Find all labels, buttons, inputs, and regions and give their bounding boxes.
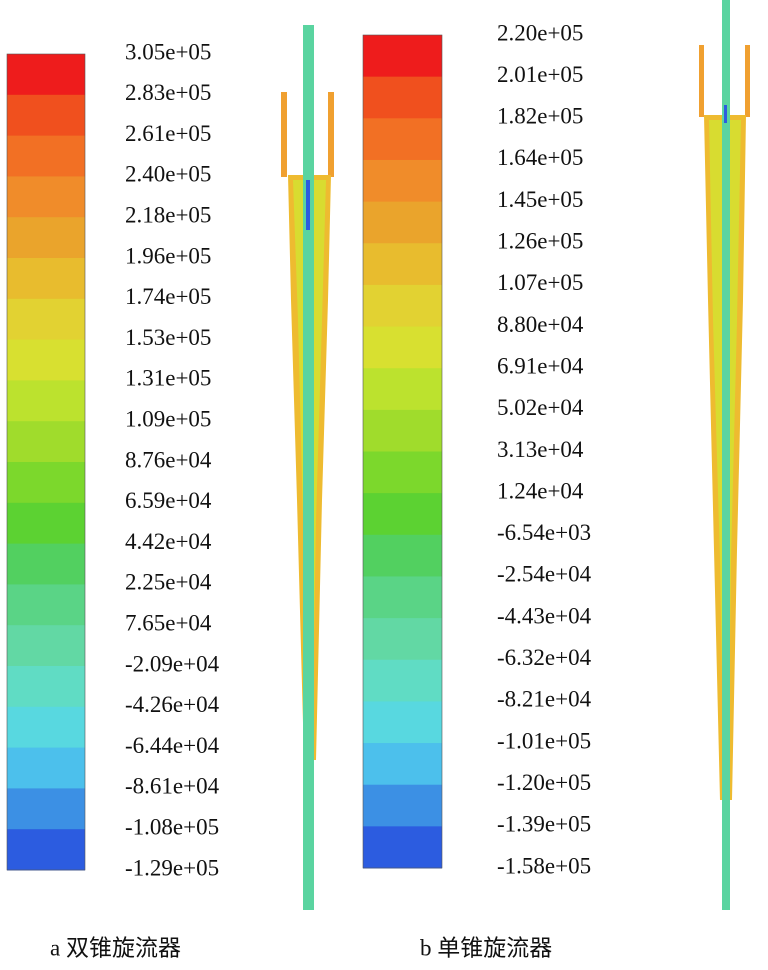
colorbar-label: 6.91e+04 xyxy=(497,353,584,378)
color-band xyxy=(7,380,85,422)
colorbar-frame xyxy=(362,34,443,869)
color-band xyxy=(363,451,442,494)
colorbar-label: -4.26e+04 xyxy=(125,692,220,717)
color-band xyxy=(363,159,442,203)
colorbar-label: 1.64e+05 xyxy=(497,145,583,170)
colorbar-label: 1.82e+05 xyxy=(497,104,583,129)
colorbar-label: 3.13e+04 xyxy=(497,437,584,462)
color-band xyxy=(363,326,442,369)
colorbar-label: -8.21e+04 xyxy=(497,687,592,712)
colorbar-label: -6.54e+03 xyxy=(497,520,591,545)
color-band xyxy=(363,201,442,244)
color-band xyxy=(363,409,442,452)
colorbar-label: -1.39e+05 xyxy=(497,812,591,837)
colorbar-label: -1.29e+05 xyxy=(125,855,219,880)
colorbar-label: 2.83e+05 xyxy=(125,80,211,105)
colorbar-label: 3.05e+05 xyxy=(125,39,211,64)
colorbar-label: 1.96e+05 xyxy=(125,243,211,268)
colorbar-label: 2.18e+05 xyxy=(125,202,211,227)
colorbar-label: -2.09e+04 xyxy=(125,651,220,676)
colorbar-label: 6.59e+04 xyxy=(125,488,212,513)
color-band xyxy=(7,339,85,381)
colorbar-label: 8.76e+04 xyxy=(125,447,212,472)
color-band xyxy=(7,788,85,830)
color-band xyxy=(7,94,85,137)
colorbar-label: 2.61e+05 xyxy=(125,121,211,146)
color-band xyxy=(7,421,85,463)
color-band xyxy=(7,666,85,708)
colorbar-label: 1.53e+05 xyxy=(125,325,211,350)
colorbar-label: -1.08e+05 xyxy=(125,814,219,839)
colorbar-label: -1.58e+05 xyxy=(497,853,591,878)
color-band xyxy=(363,743,442,786)
color-band xyxy=(363,35,442,78)
color-band xyxy=(7,54,85,96)
colorbar-label: 1.24e+04 xyxy=(497,478,584,503)
colorbar-label: -6.44e+04 xyxy=(125,733,220,758)
colorbar-label: -2.54e+04 xyxy=(497,562,592,587)
color-band xyxy=(7,462,85,504)
color-band xyxy=(7,706,85,749)
color-band xyxy=(7,217,85,259)
caption: a 双锥旋流器 xyxy=(50,935,181,960)
colorbar-label: -4.43e+04 xyxy=(497,603,592,628)
colorbar-label: -1.01e+05 xyxy=(497,728,591,753)
colorbar-label: -1.20e+05 xyxy=(497,770,591,795)
colorbar-label: 1.26e+05 xyxy=(497,229,583,254)
colorbar-label: 5.02e+04 xyxy=(497,395,584,420)
colorbar-label: -6.32e+04 xyxy=(497,645,592,670)
color-band xyxy=(363,118,442,161)
color-band xyxy=(363,576,442,619)
color-band xyxy=(363,76,442,119)
color-band xyxy=(7,543,85,585)
colorbar-frame xyxy=(6,53,86,871)
colorbar-label: 1.31e+05 xyxy=(125,366,211,391)
colorbar-label: -8.61e+04 xyxy=(125,774,220,799)
color-band xyxy=(363,659,442,702)
color-band xyxy=(7,502,85,545)
colorbar-label: 2.20e+05 xyxy=(497,20,583,45)
color-band xyxy=(7,298,85,341)
color-band xyxy=(363,534,442,577)
cyclone-a xyxy=(281,25,334,910)
colorbar-label: 8.80e+04 xyxy=(497,312,584,337)
color-band xyxy=(7,135,85,177)
cyclone-b xyxy=(699,0,750,910)
color-band xyxy=(363,368,442,411)
color-band xyxy=(7,584,85,626)
color-band xyxy=(363,284,442,328)
colorbar-label: 1.07e+05 xyxy=(497,270,583,295)
color-band xyxy=(363,701,442,744)
color-band xyxy=(7,625,85,667)
color-band xyxy=(363,243,442,286)
color-band xyxy=(7,747,85,789)
colorbar-label: 1.09e+05 xyxy=(125,406,211,431)
color-band xyxy=(363,826,442,869)
colorbar-label: 4.42e+04 xyxy=(125,529,212,554)
color-band xyxy=(7,829,85,871)
colorbar-label: 2.25e+04 xyxy=(125,570,212,595)
color-band xyxy=(7,258,85,300)
colorbar-label: 2.40e+05 xyxy=(125,162,211,187)
color-band xyxy=(7,176,85,218)
colorbar-label: 2.01e+05 xyxy=(497,62,583,87)
colorbar-label: 1.74e+05 xyxy=(125,284,211,309)
colorbar-label: 7.65e+04 xyxy=(125,610,212,635)
caption: b 单锥旋流器 xyxy=(420,935,552,960)
color-band xyxy=(363,784,442,827)
color-band xyxy=(363,493,442,536)
colorbar-label: 1.45e+05 xyxy=(497,187,583,212)
color-band xyxy=(363,618,442,661)
